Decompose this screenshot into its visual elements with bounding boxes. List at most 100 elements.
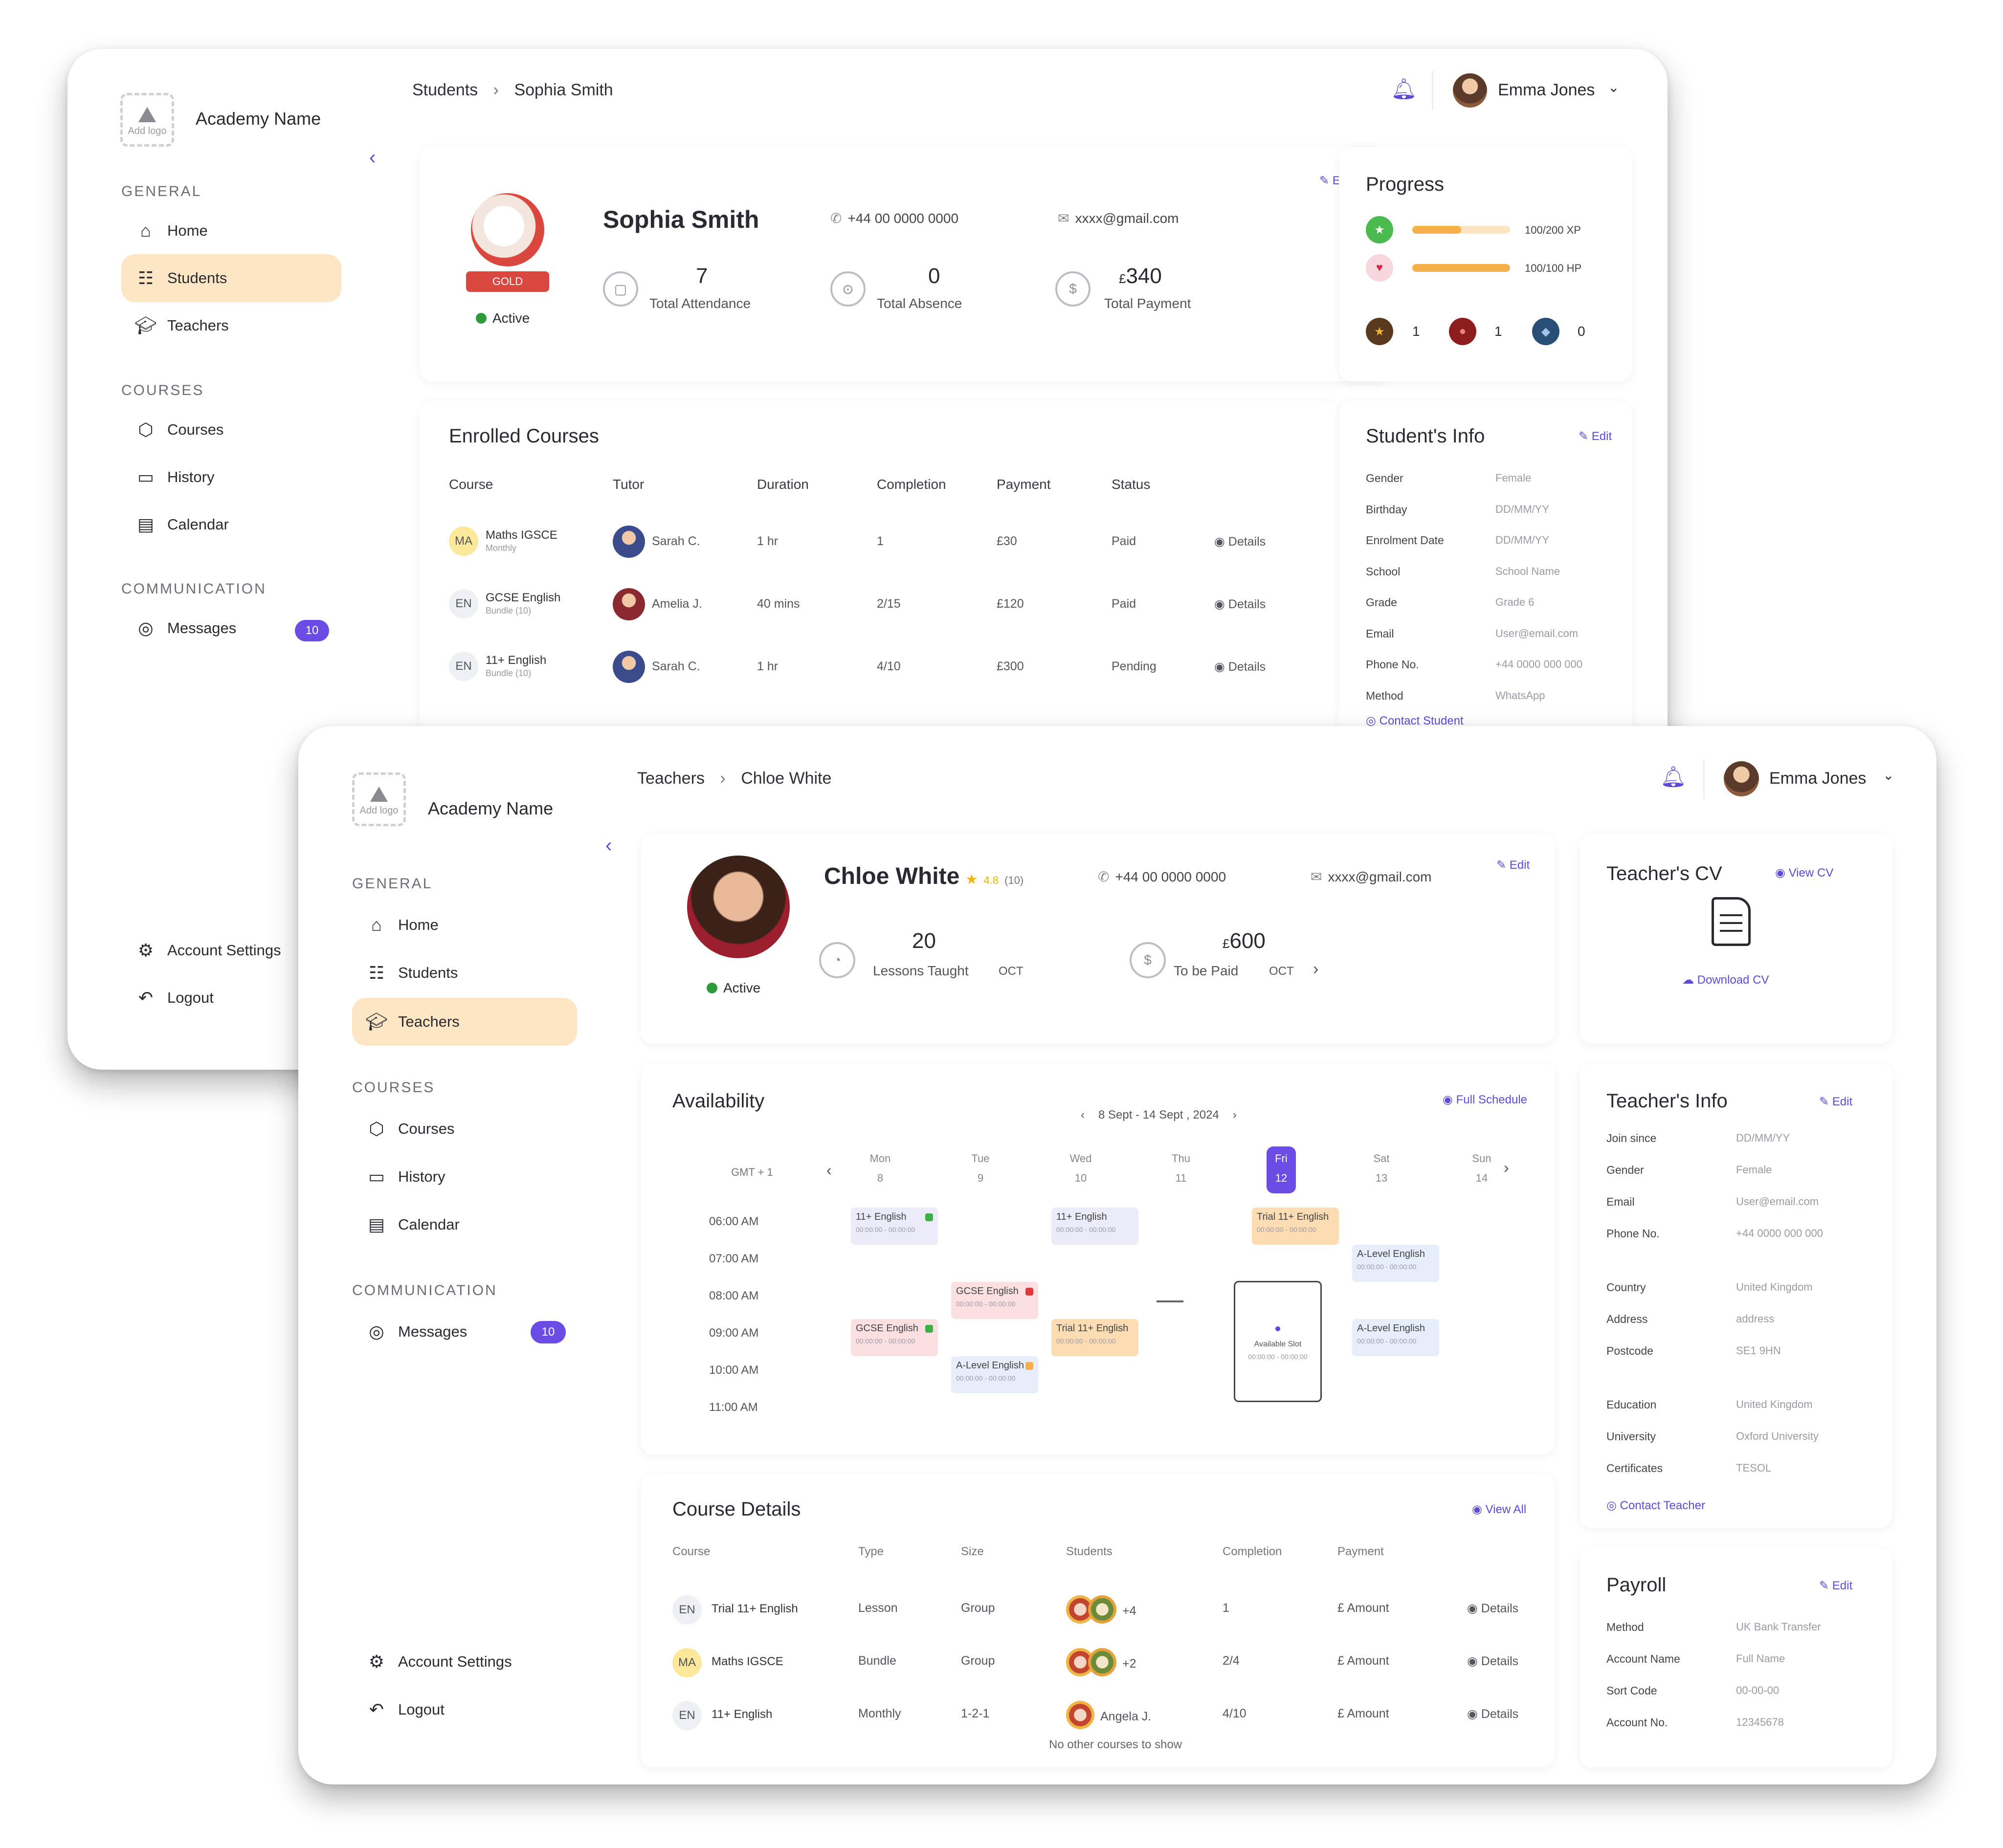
nav-history[interactable]: ▭ History bbox=[352, 1153, 577, 1201]
user-name[interactable]: Emma Jones bbox=[1498, 81, 1595, 99]
avatar[interactable] bbox=[1453, 73, 1487, 108]
event-status-dot bbox=[1025, 1288, 1033, 1296]
avatar[interactable] bbox=[1724, 761, 1759, 796]
collapse-sidebar-icon[interactable]: ‹ bbox=[369, 147, 376, 168]
details-link[interactable]: ◉ Details bbox=[1214, 597, 1266, 612]
bell-icon[interactable]: 🔔︎ bbox=[1660, 765, 1687, 788]
calendar-event[interactable]: GCSE English 00:00:00 - 00:00:00 bbox=[851, 1319, 938, 1356]
event-time: 00:00:00 - 00:00:00 bbox=[956, 1374, 1016, 1382]
event-time: 00:00:00 - 00:00:00 bbox=[1056, 1226, 1116, 1233]
day-column[interactable]: Sat 13 bbox=[1367, 1146, 1396, 1193]
time-label: 11:00 AM bbox=[709, 1401, 758, 1414]
chevron-down-icon[interactable]: ⌄ bbox=[1608, 80, 1620, 95]
details-link[interactable]: ◉ Details bbox=[1214, 534, 1266, 549]
edit-label: Edit bbox=[1832, 1095, 1853, 1108]
nav-logout[interactable]: ↶ Logout bbox=[352, 1686, 577, 1734]
details-link[interactable]: ◉ Details bbox=[1214, 660, 1266, 674]
breadcrumb-parent[interactable]: Teachers bbox=[637, 769, 705, 788]
next-days-icon[interactable]: › bbox=[1504, 1159, 1509, 1176]
chevron-down-icon[interactable]: ⌄ bbox=[1883, 768, 1894, 783]
details-link[interactable]: ◉ Details bbox=[1467, 1707, 1518, 1721]
avatar-tag: GOLD bbox=[466, 271, 549, 292]
nav-courses[interactable]: ⬡ Courses bbox=[352, 1105, 577, 1153]
stat-absence-value: 0 bbox=[928, 264, 940, 288]
details-link[interactable]: ◉ Details bbox=[1467, 1654, 1518, 1669]
nav-students[interactable]: ☷ Students bbox=[121, 254, 341, 302]
stat-pay-label: To be Paid bbox=[1174, 963, 1239, 978]
day-column-active[interactable]: Fri 12 bbox=[1267, 1146, 1296, 1193]
user-name[interactable]: Emma Jones bbox=[1769, 769, 1867, 788]
contact-teacher-link[interactable]: ◎ Contact Teacher bbox=[1606, 1498, 1705, 1513]
col-students: Students bbox=[1066, 1545, 1113, 1558]
calendar-event[interactable]: Trial 11+ English 00:00:00 - 00:00:00 bbox=[1051, 1319, 1138, 1356]
nav-teachers[interactable]: 🎓︎ Teachers bbox=[352, 998, 577, 1046]
breadcrumb: Teachers › Chloe White bbox=[637, 769, 831, 788]
day-column[interactable]: Wed 10 bbox=[1066, 1146, 1095, 1193]
mountain-icon: ⛰ bbox=[369, 781, 389, 807]
status-cell: Paid bbox=[1112, 597, 1136, 611]
full-schedule-link[interactable]: ◉ Full Schedule bbox=[1443, 1093, 1527, 1107]
calendar-event[interactable]: A-Level English 00:00:00 - 00:00:00 bbox=[951, 1356, 1038, 1393]
course-badge: EN bbox=[672, 1595, 702, 1625]
nav-messages[interactable]: ◎ Messages bbox=[121, 604, 341, 652]
nav-students[interactable]: ☷ Students bbox=[352, 949, 577, 997]
breadcrumb-parent[interactable]: Students bbox=[412, 81, 478, 99]
nav-calendar[interactable]: ▤ Calendar bbox=[121, 501, 341, 549]
nav-account-settings[interactable]: ⚙ Account Settings bbox=[121, 926, 351, 974]
status-label: Active bbox=[492, 310, 530, 326]
prev-days-icon[interactable]: ‹ bbox=[826, 1161, 832, 1179]
edit-info-button[interactable]: ✎ Edit bbox=[1819, 1095, 1852, 1109]
day-column[interactable]: Thu 11 bbox=[1166, 1146, 1196, 1193]
nav-messages[interactable]: ◎ Messages bbox=[352, 1308, 577, 1356]
view-cv-label: View CV bbox=[1788, 866, 1834, 880]
nav-home[interactable]: ⌂ Home bbox=[121, 207, 341, 255]
status-dot bbox=[476, 313, 487, 324]
view-all-link[interactable]: ◉ View All bbox=[1472, 1502, 1526, 1517]
nav-courses[interactable]: ⬡ Courses bbox=[121, 406, 341, 454]
event-status-dot bbox=[925, 1213, 933, 1221]
edit-payroll-button[interactable]: ✎ Edit bbox=[1819, 1579, 1852, 1593]
calendar-event[interactable]: GCSE English 00:00:00 - 00:00:00 bbox=[951, 1282, 1038, 1319]
view-cv-link[interactable]: ◉ View CV bbox=[1775, 866, 1833, 880]
academy-logo[interactable]: ⛰ Add logo bbox=[120, 93, 174, 147]
day-name: Sat bbox=[1373, 1152, 1390, 1165]
edit-profile-button[interactable]: ✎ Edit bbox=[1496, 858, 1530, 872]
no-more-courses: No other courses to show bbox=[1049, 1738, 1182, 1751]
payment-cell: £30 bbox=[997, 534, 1017, 548]
course-badge: MA bbox=[672, 1648, 702, 1677]
calendar-event[interactable]: 11+ English 00:00:00 - 00:00:00 bbox=[1051, 1208, 1138, 1245]
cube-icon: ⬡ bbox=[369, 1119, 384, 1139]
chevron-right-icon[interactable]: › bbox=[1313, 960, 1319, 978]
eye-icon: ◉ bbox=[1214, 660, 1228, 674]
nav-account-settings[interactable]: ⚙ Account Settings bbox=[352, 1638, 577, 1686]
next-week-icon[interactable]: › bbox=[1232, 1108, 1237, 1122]
calendar-event[interactable]: A-Level English 00:00:00 - 00:00:00 bbox=[1352, 1245, 1439, 1282]
course-badge: EN bbox=[449, 589, 478, 618]
nav-home[interactable]: ⌂ Home bbox=[352, 901, 577, 949]
contact-student-link[interactable]: ◎ Contact Student bbox=[1366, 714, 1464, 728]
day-column[interactable]: Mon 8 bbox=[866, 1146, 895, 1193]
stat-lessons-period: OCT bbox=[999, 965, 1024, 978]
academy-logo[interactable]: ⛰ Add logo bbox=[352, 772, 406, 826]
edit-info-button[interactable]: ✎ Edit bbox=[1579, 429, 1612, 443]
students-icon: ☷ bbox=[368, 963, 385, 983]
calendar-event[interactable]: 11+ English 00:00:00 - 00:00:00 bbox=[851, 1208, 938, 1245]
bell-icon[interactable]: 🔔︎ bbox=[1391, 77, 1417, 100]
download-cv-link[interactable]: ☁ Download CV bbox=[1682, 973, 1769, 987]
nav-calendar[interactable]: ▤ Calendar bbox=[352, 1201, 577, 1249]
prev-week-icon[interactable]: ‹ bbox=[1081, 1108, 1085, 1122]
calendar-event[interactable]: Trial 11+ English 00:00:00 - 00:00:00 bbox=[1252, 1208, 1339, 1245]
calendar-event[interactable]: A-Level English 00:00:00 - 00:00:00 bbox=[1352, 1319, 1439, 1356]
details-link[interactable]: ◉ Details bbox=[1467, 1601, 1518, 1616]
nav-logout[interactable]: ↶ Logout bbox=[121, 974, 341, 1022]
available-slot[interactable]: Available Slot 00:00:00 - 00:00:00 bbox=[1234, 1281, 1322, 1402]
tutor-name: Amelia J. bbox=[652, 597, 702, 611]
collapse-sidebar-icon[interactable]: ‹ bbox=[605, 835, 612, 856]
nav-history[interactable]: ▭ History bbox=[121, 453, 341, 501]
calendar-icon: ▤ bbox=[137, 514, 154, 534]
day-column[interactable]: Tue 9 bbox=[966, 1146, 995, 1193]
nav-teachers[interactable]: 🎓︎ Teachers bbox=[121, 302, 341, 350]
day-column[interactable]: Sun 14 bbox=[1467, 1146, 1496, 1193]
nav-label: Logout bbox=[167, 989, 214, 1006]
details-label: Details bbox=[1228, 535, 1266, 549]
